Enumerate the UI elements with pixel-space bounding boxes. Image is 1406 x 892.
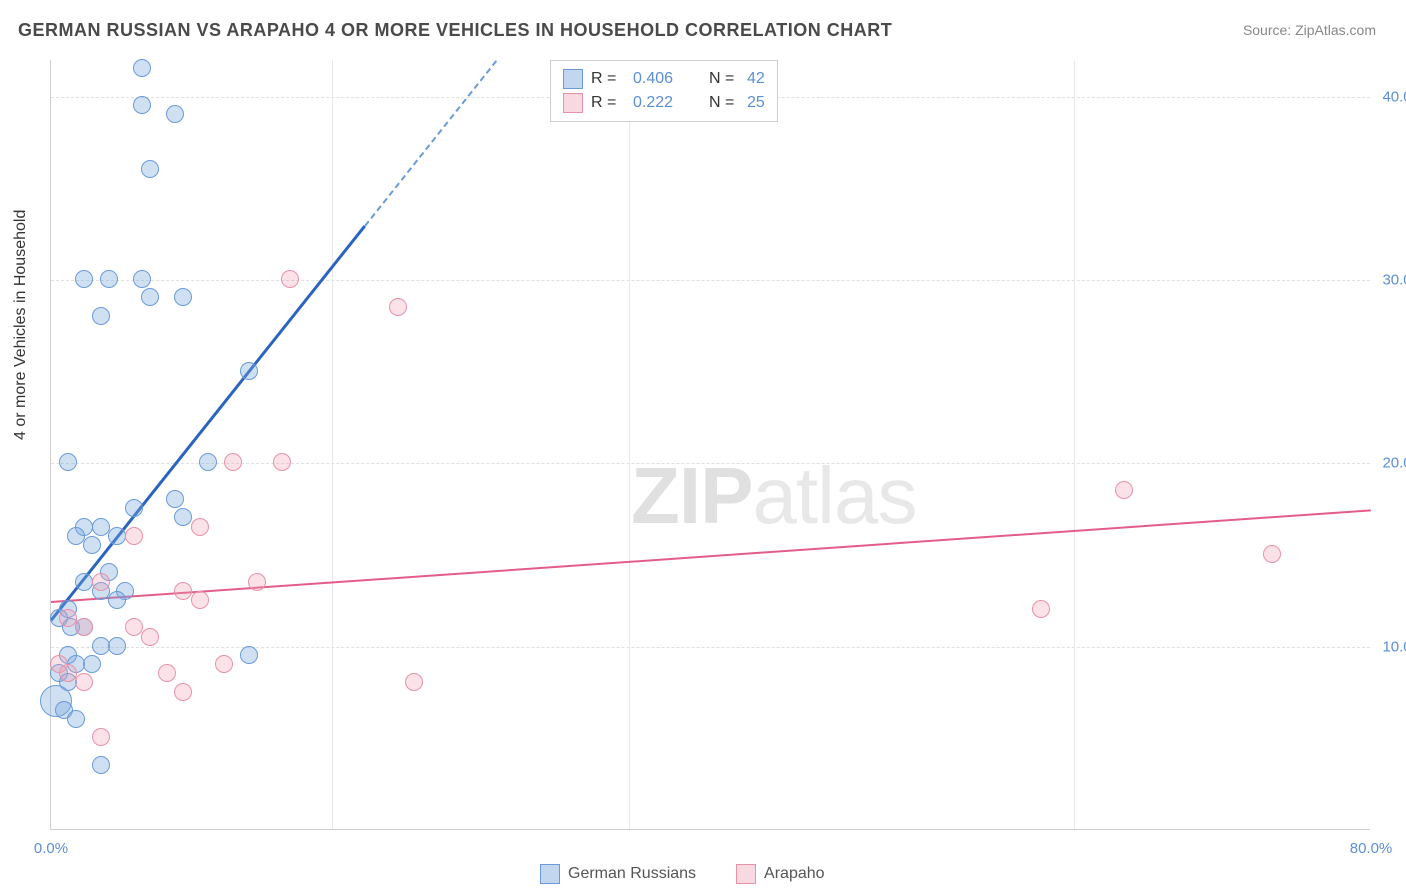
data-point: [83, 536, 101, 554]
data-point: [108, 527, 126, 545]
legend-swatch-icon: [540, 864, 560, 884]
data-point: [59, 453, 77, 471]
data-point: [75, 673, 93, 691]
data-point: [174, 582, 192, 600]
legend-r-value: 0.222: [633, 94, 693, 112]
gridline-v: [629, 60, 630, 829]
data-point: [174, 683, 192, 701]
data-point: [59, 609, 77, 627]
source-label: Source: ZipAtlas.com: [1243, 22, 1376, 38]
trend-line: [50, 226, 366, 622]
data-point: [133, 270, 151, 288]
y-tick-label: 30.0%: [1375, 272, 1406, 289]
y-tick-label: 10.0%: [1375, 638, 1406, 655]
gridline-h: [51, 463, 1370, 464]
data-point: [125, 527, 143, 545]
series-legend: German Russians Arapaho: [540, 864, 825, 884]
data-point: [166, 490, 184, 508]
data-point: [281, 270, 299, 288]
data-point: [133, 59, 151, 77]
data-point: [108, 637, 126, 655]
data-point: [166, 105, 184, 123]
gridline-h: [51, 280, 1370, 281]
data-point: [125, 499, 143, 517]
legend-r-label: R =: [591, 70, 625, 88]
data-point: [199, 453, 217, 471]
legend-series-label: Arapaho: [764, 865, 825, 883]
data-point: [92, 307, 110, 325]
y-axis-label: 4 or more Vehicles in Household: [12, 210, 30, 440]
data-point: [75, 573, 93, 591]
legend-row: R = 0.406 N = 42: [563, 67, 765, 91]
data-point: [1115, 481, 1133, 499]
data-point: [75, 270, 93, 288]
y-tick-label: 20.0%: [1375, 455, 1406, 472]
data-point: [248, 573, 266, 591]
data-point: [224, 453, 242, 471]
gridline-v: [1074, 60, 1075, 829]
legend-n-label: N =: [709, 70, 739, 88]
legend-swatch-icon: [563, 69, 583, 89]
data-point: [215, 655, 233, 673]
data-point: [158, 664, 176, 682]
correlation-legend: R = 0.406 N = 42 R = 0.222 N = 25: [550, 60, 778, 122]
data-point: [125, 618, 143, 636]
data-point: [141, 288, 159, 306]
data-point: [240, 362, 258, 380]
chart-title: GERMAN RUSSIAN VS ARAPAHO 4 OR MORE VEHI…: [18, 20, 892, 41]
data-point: [174, 288, 192, 306]
x-tick-label: 0.0%: [34, 840, 68, 857]
data-point: [67, 527, 85, 545]
y-tick-label: 40.0%: [1375, 88, 1406, 105]
legend-r-label: R =: [591, 94, 625, 112]
data-point: [1263, 545, 1281, 563]
legend-r-value: 0.406: [633, 70, 693, 88]
data-point: [174, 508, 192, 526]
data-point: [92, 728, 110, 746]
data-point: [240, 646, 258, 664]
data-point: [273, 453, 291, 471]
legend-swatch-icon: [736, 864, 756, 884]
watermark-atlas: atlas: [752, 451, 916, 540]
gridline-v: [332, 60, 333, 829]
data-point: [1032, 600, 1050, 618]
scatter-plot-area: ZIPatlas 10.0%20.0%30.0%40.0%0.0%80.0%: [50, 60, 1370, 830]
data-point: [92, 637, 110, 655]
legend-item: German Russians: [540, 864, 696, 884]
data-point: [191, 518, 209, 536]
legend-n-value: 25: [747, 94, 765, 112]
data-point: [92, 573, 110, 591]
data-point: [92, 518, 110, 536]
legend-item: Arapaho: [736, 864, 825, 884]
data-point: [141, 160, 159, 178]
data-point: [92, 756, 110, 774]
data-point: [191, 591, 209, 609]
legend-swatch-icon: [563, 93, 583, 113]
legend-n-value: 42: [747, 70, 765, 88]
data-point: [389, 298, 407, 316]
data-point: [133, 96, 151, 114]
x-tick-label: 80.0%: [1350, 840, 1393, 857]
data-point: [75, 618, 93, 636]
watermark-zip: ZIP: [631, 451, 752, 540]
data-point: [141, 628, 159, 646]
data-point: [108, 591, 126, 609]
data-point: [59, 664, 77, 682]
data-point: [405, 673, 423, 691]
trend-line: [364, 60, 497, 226]
legend-series-label: German Russians: [568, 865, 696, 883]
legend-n-label: N =: [709, 94, 739, 112]
legend-row: R = 0.222 N = 25: [563, 91, 765, 115]
data-point: [100, 270, 118, 288]
data-point: [83, 655, 101, 673]
data-point: [67, 710, 85, 728]
